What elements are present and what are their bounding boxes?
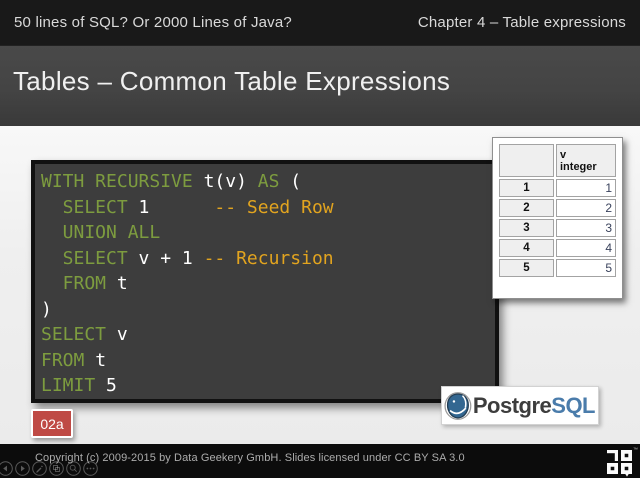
column-header: v integer bbox=[556, 144, 616, 177]
row-value: 5 bbox=[556, 259, 616, 277]
next-icon[interactable] bbox=[15, 461, 30, 476]
row-number: 3 bbox=[499, 219, 554, 237]
result-table-header-row: v integer bbox=[499, 144, 616, 177]
row-value: 1 bbox=[556, 179, 616, 197]
postgresql-wordmark: PostgreSQL bbox=[472, 392, 596, 418]
chapter-title: Chapter 4 – Table expressions bbox=[417, 14, 626, 31]
code-line: SELECT 1 -- Seed Row bbox=[41, 196, 334, 218]
row-number: 2 bbox=[499, 199, 554, 217]
slide-badge: 02a bbox=[31, 409, 73, 438]
sql-code-block: WITH RECURSIVE t(v) AS ( SELECT 1 -- See… bbox=[31, 160, 499, 403]
code-line: FROM t bbox=[41, 273, 128, 294]
player-controls bbox=[0, 461, 98, 476]
viewer-header: 50 lines of SQL? Or 2000 Lines of Java? … bbox=[0, 0, 640, 45]
copy-icon[interactable] bbox=[49, 461, 64, 476]
code-line: FROM t bbox=[41, 349, 107, 371]
code-line: UNION ALL bbox=[41, 222, 161, 243]
zoom-icon[interactable] bbox=[66, 461, 81, 476]
row-value: 2 bbox=[556, 199, 616, 217]
code-line: SELECT v bbox=[41, 324, 128, 345]
deck-title: 50 lines of SQL? Or 2000 Lines of Java? bbox=[14, 14, 292, 31]
edit-icon[interactable] bbox=[32, 461, 47, 476]
code-line: SELECT v + 1 -- Recursion bbox=[41, 247, 334, 269]
row-number: 4 bbox=[499, 239, 554, 257]
player-footer: Copyright (c) 2009-2015 by Data Geekery … bbox=[0, 444, 640, 478]
slide-title-bar: Tables – Common Table Expressions bbox=[0, 45, 640, 126]
code-line: WITH RECURSIVE t(v) AS ( bbox=[41, 171, 302, 192]
postgresql-logo: PostgreSQL bbox=[441, 386, 599, 425]
code-line: ) bbox=[41, 298, 52, 320]
row-number: 1 bbox=[499, 179, 554, 197]
row-value: 4 bbox=[556, 239, 616, 257]
previous-icon[interactable] bbox=[0, 461, 13, 476]
copyright-text: Copyright (c) 2009-2015 by Data Geekery … bbox=[35, 452, 465, 464]
slide-title: Tables – Common Table Expressions bbox=[13, 66, 451, 96]
jooq-logo-icon: ™ bbox=[606, 447, 638, 478]
row-number-header bbox=[499, 144, 554, 177]
code-line: LIMIT 5 bbox=[41, 375, 117, 396]
slide-content: WITH RECURSIVE t(v) AS ( SELECT 1 -- See… bbox=[0, 126, 640, 444]
row-number: 5 bbox=[499, 259, 554, 277]
postgresql-elephant-icon bbox=[444, 391, 472, 420]
trademark-symbol: ™ bbox=[633, 447, 638, 453]
more-icon[interactable] bbox=[83, 461, 98, 476]
row-value: 3 bbox=[556, 219, 616, 237]
